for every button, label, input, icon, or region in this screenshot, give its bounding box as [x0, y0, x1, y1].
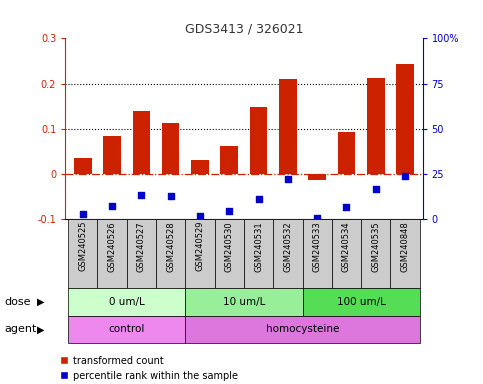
- FancyBboxPatch shape: [214, 219, 244, 288]
- Point: [226, 208, 233, 214]
- Bar: [338, 132, 355, 174]
- Text: GSM240526: GSM240526: [108, 221, 116, 271]
- Point: [167, 193, 174, 199]
- Bar: [367, 78, 384, 174]
- Text: homocysteine: homocysteine: [266, 324, 339, 334]
- Text: 10 um/L: 10 um/L: [223, 297, 265, 307]
- Text: GSM240529: GSM240529: [196, 221, 204, 271]
- Text: GSM240525: GSM240525: [78, 221, 87, 271]
- Text: GSM240531: GSM240531: [254, 221, 263, 271]
- Text: GSM240535: GSM240535: [371, 221, 380, 271]
- FancyBboxPatch shape: [185, 219, 214, 288]
- Bar: [396, 64, 414, 174]
- Text: GSM240528: GSM240528: [166, 221, 175, 271]
- Text: 0 um/L: 0 um/L: [109, 297, 144, 307]
- Bar: [162, 123, 180, 174]
- FancyBboxPatch shape: [98, 219, 127, 288]
- Point: [138, 192, 145, 198]
- Bar: [308, 174, 326, 180]
- Text: GSM240530: GSM240530: [225, 221, 234, 271]
- FancyBboxPatch shape: [68, 219, 98, 288]
- Bar: [103, 136, 121, 174]
- Bar: [133, 111, 150, 174]
- FancyBboxPatch shape: [127, 219, 156, 288]
- Point: [255, 196, 262, 202]
- Point: [313, 214, 321, 220]
- FancyBboxPatch shape: [273, 219, 302, 288]
- Point: [108, 203, 116, 209]
- Text: agent: agent: [5, 324, 37, 334]
- Point: [196, 213, 204, 219]
- Bar: [250, 107, 268, 174]
- Text: GSM240532: GSM240532: [284, 221, 292, 271]
- Text: GSM240527: GSM240527: [137, 221, 146, 271]
- Text: ▶: ▶: [37, 297, 45, 307]
- Text: GSM240533: GSM240533: [313, 221, 322, 272]
- FancyBboxPatch shape: [68, 316, 185, 343]
- Text: GSM240534: GSM240534: [342, 221, 351, 271]
- Bar: [191, 160, 209, 174]
- FancyBboxPatch shape: [244, 219, 273, 288]
- Bar: [74, 158, 92, 174]
- Point: [79, 211, 86, 217]
- Text: GSM240848: GSM240848: [400, 221, 410, 272]
- Text: ▶: ▶: [37, 324, 45, 334]
- Text: dose: dose: [5, 297, 31, 307]
- FancyBboxPatch shape: [361, 219, 390, 288]
- Point: [284, 175, 292, 182]
- Point: [401, 174, 409, 180]
- FancyBboxPatch shape: [185, 316, 420, 343]
- FancyBboxPatch shape: [332, 219, 361, 288]
- FancyBboxPatch shape: [390, 219, 420, 288]
- Point: [342, 204, 350, 210]
- FancyBboxPatch shape: [302, 288, 420, 316]
- Title: GDS3413 / 326021: GDS3413 / 326021: [185, 23, 303, 36]
- Text: 100 um/L: 100 um/L: [337, 297, 385, 307]
- Point: [372, 185, 380, 192]
- Bar: [220, 146, 238, 174]
- FancyBboxPatch shape: [302, 219, 332, 288]
- FancyBboxPatch shape: [185, 288, 302, 316]
- Legend: transformed count, percentile rank within the sample: transformed count, percentile rank withi…: [60, 356, 238, 381]
- FancyBboxPatch shape: [156, 219, 185, 288]
- Text: control: control: [109, 324, 145, 334]
- FancyBboxPatch shape: [68, 288, 185, 316]
- Bar: [279, 79, 297, 174]
